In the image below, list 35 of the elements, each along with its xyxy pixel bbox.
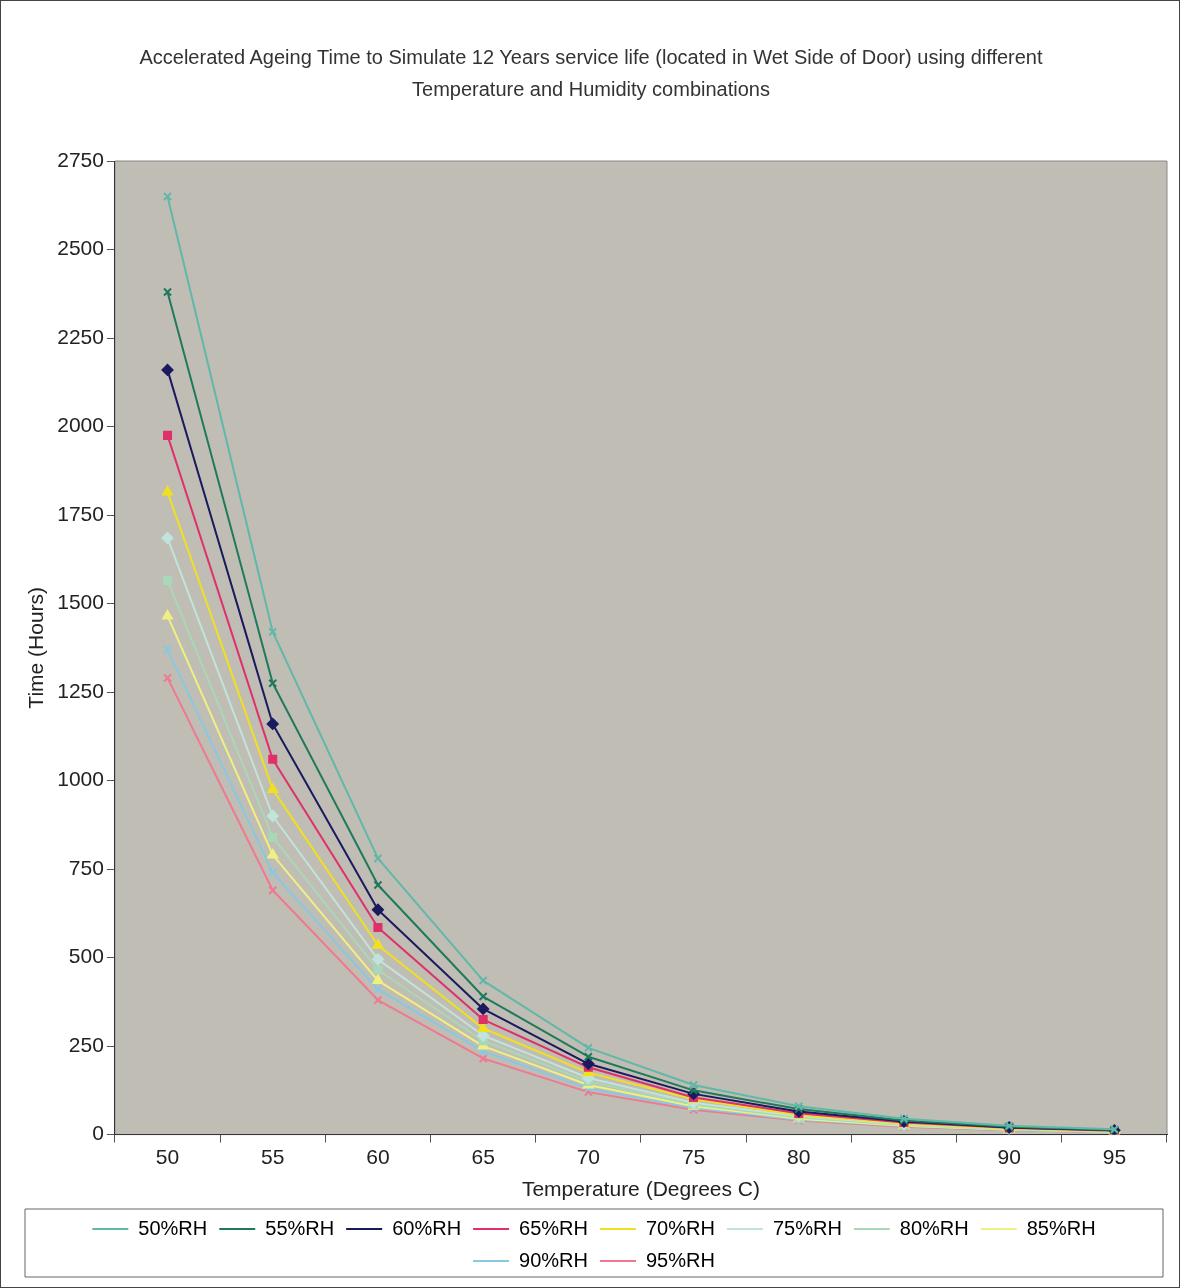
legend-label: 50%RH bbox=[138, 1216, 208, 1239]
y-tick-label: 1000 bbox=[57, 767, 104, 791]
y-tick-label: 1500 bbox=[57, 590, 104, 614]
x-tick-label: 80 bbox=[787, 1145, 811, 1168]
y-tick-label: 250 bbox=[68, 1032, 104, 1056]
x-tick-label: 95 bbox=[1102, 1145, 1127, 1168]
x-tick-label: 90 bbox=[997, 1145, 1021, 1168]
chart-title: Accelerated Ageing Time to Simulate 12 Years service life (located in Wet Side of Door) using different Temperature and Humidity combinations bbox=[138, 45, 1044, 102]
y-tick-label: 2750 bbox=[57, 147, 104, 171]
y-tick-label: 0 bbox=[92, 1121, 104, 1145]
legend-label: 60%RH bbox=[392, 1216, 462, 1239]
x-tick-label: 50 bbox=[155, 1145, 180, 1168]
y-tick-label: 500 bbox=[68, 944, 104, 968]
y-tick-label: 1750 bbox=[57, 501, 104, 525]
x-tick-label: 70 bbox=[576, 1145, 601, 1168]
y-tick-label: 2250 bbox=[57, 324, 104, 348]
y-tick-label: 1250 bbox=[57, 678, 104, 702]
y-tick-label: 750 bbox=[68, 855, 104, 879]
legend-label: 85%RH bbox=[1026, 1216, 1096, 1239]
y-axis-title: Time (Hours) bbox=[24, 586, 48, 709]
x-tick-label: 85 bbox=[892, 1145, 916, 1168]
x-tick-label: 55 bbox=[261, 1145, 285, 1168]
x-tick-label: 75 bbox=[681, 1145, 706, 1168]
legend-label: 95%RH bbox=[646, 1248, 715, 1271]
legend-label: 65%RH bbox=[519, 1216, 589, 1239]
x-axis-title: Temperature (Degrees C) bbox=[521, 1177, 761, 1201]
x-tick-label: 65 bbox=[471, 1145, 495, 1168]
legend-label: 80%RH bbox=[899, 1216, 969, 1239]
legend-label: 90%RH bbox=[519, 1248, 589, 1271]
legend-label: 55%RH bbox=[265, 1216, 335, 1239]
y-tick-label: 2500 bbox=[57, 236, 104, 260]
y-tick-label: 2000 bbox=[57, 413, 104, 437]
x-tick-label: 60 bbox=[366, 1145, 390, 1168]
legend-label: 70%RH bbox=[646, 1216, 715, 1239]
legend-label: 75%RH bbox=[772, 1216, 842, 1239]
